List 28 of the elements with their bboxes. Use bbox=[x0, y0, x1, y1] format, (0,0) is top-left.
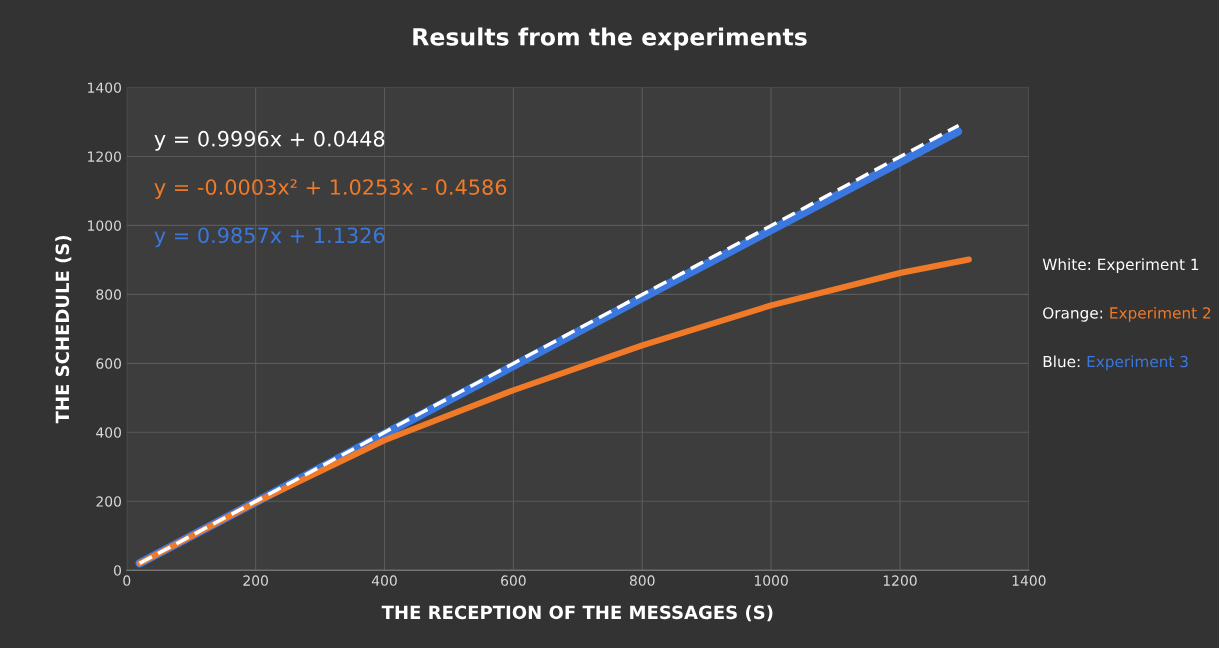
x-tick-label: 0 bbox=[123, 575, 131, 586]
annotation: y = -0.0003x² + 1.0253x - 0.4586 bbox=[154, 179, 507, 199]
text: White: bbox=[1042, 258, 1091, 271]
x-tick-label: 200 bbox=[243, 575, 268, 586]
x-axis-title: THE RECEPTION OF THE MESSAGES (S) bbox=[381, 605, 773, 622]
text: Blue: bbox=[1043, 355, 1080, 368]
x-tick-label: 1000 bbox=[754, 575, 788, 586]
text: Experiment 3 bbox=[1087, 355, 1188, 371]
y-tick-label: 1400 bbox=[88, 82, 121, 93]
y-tick-label: 200 bbox=[96, 496, 121, 507]
chart-title: Results from the experiments bbox=[413, 27, 807, 51]
x-tick-label: 1200 bbox=[883, 575, 917, 586]
y-tick-label: 800 bbox=[96, 289, 121, 300]
text: Experiment 2 bbox=[1110, 306, 1211, 322]
x-tick-label: 800 bbox=[629, 575, 655, 586]
x-tick-label: 400 bbox=[371, 575, 397, 586]
annotation: y = 0.9996x + 0.0448 bbox=[154, 130, 385, 151]
text: Experiment 1 bbox=[1098, 258, 1199, 274]
y-tick-label: 400 bbox=[96, 427, 121, 438]
y-tick-label: 1000 bbox=[88, 220, 121, 231]
x-tick-label: 1400 bbox=[1012, 575, 1046, 586]
text: Orange: bbox=[1043, 307, 1103, 322]
y-tick-label: 600 bbox=[96, 358, 121, 369]
y-tick-label: 0 bbox=[113, 565, 121, 576]
y-tick-label: 1200 bbox=[88, 151, 121, 162]
annotation: y = 0.9857x + 1.1326 bbox=[154, 227, 385, 248]
x-tick-label: 600 bbox=[501, 575, 526, 586]
y-axis-title: THE SCHEDULE (S) bbox=[55, 235, 72, 424]
